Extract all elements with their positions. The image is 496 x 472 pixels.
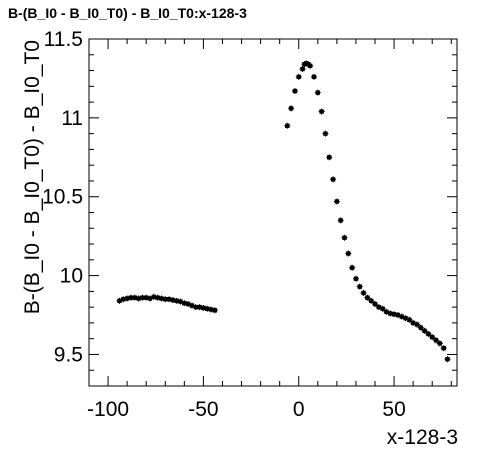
y-tick-label: 11.5: [44, 28, 83, 51]
y-tick-label: 10: [60, 265, 83, 288]
data-point: [352, 275, 359, 282]
data-point: [417, 324, 424, 331]
data-point: [360, 289, 367, 296]
data-point: [318, 108, 325, 115]
data-point: [211, 307, 218, 314]
y-axis-label: B-(B_I0 - B_I0_T0) - B_I0_T0: [21, 40, 44, 314]
plot-frame: [88, 38, 458, 387]
data-point: [326, 154, 333, 161]
data-point: [436, 340, 443, 347]
data-point: [337, 217, 344, 224]
data-point: [425, 330, 432, 337]
data-point: [310, 73, 317, 80]
data-point: [288, 105, 295, 112]
y-tick-label: 9.5: [54, 343, 83, 366]
data-point: [356, 283, 363, 290]
x-tick-label: -100: [87, 398, 129, 421]
data-point: [291, 88, 298, 95]
data-point: [307, 62, 314, 69]
y-tick-label: 11: [61, 107, 83, 130]
data-point: [314, 89, 321, 96]
data-point: [295, 73, 302, 80]
data-points: [116, 60, 451, 363]
data-point: [379, 305, 386, 312]
y-axis: 9.5 10 10.5 11 11.5: [42, 28, 457, 387]
data-point: [330, 176, 337, 183]
data-point: [341, 234, 348, 241]
data-point: [284, 122, 291, 129]
chart-title: B-(B_I0 - B_I0_T0) - B_I0_T0:x-128-3: [8, 5, 247, 21]
x-axis: -100 -50 0 50: [87, 39, 452, 421]
data-point: [433, 337, 440, 344]
y-tick-label: 10.5: [42, 186, 83, 209]
data-point: [421, 327, 428, 334]
data-point: [349, 264, 356, 271]
x-tick-label: -50: [188, 398, 218, 421]
data-point: [413, 321, 420, 328]
data-point: [345, 250, 352, 257]
x-tick-label: 50: [382, 398, 405, 421]
data-point: [429, 334, 436, 341]
x-axis-label: x-128-3: [387, 426, 458, 449]
data-point: [364, 294, 371, 301]
data-point: [444, 356, 451, 363]
data-point: [372, 300, 379, 307]
data-point: [299, 65, 306, 72]
data-point: [368, 297, 375, 304]
x-tick-label: 0: [293, 398, 305, 421]
data-point: [322, 130, 329, 137]
data-point: [440, 345, 447, 352]
data-point: [333, 198, 340, 205]
data-point: [406, 316, 413, 323]
